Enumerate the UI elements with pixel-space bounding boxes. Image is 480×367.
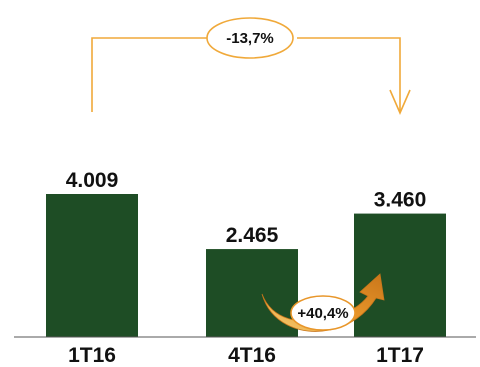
x-tick-1t16: 1T16 — [68, 344, 116, 367]
value-label-1t16: 4.009 — [66, 169, 119, 192]
bracket-change-label: -13,7% — [226, 30, 274, 47]
value-labels: 4.009 2.465 3.460 — [66, 169, 427, 247]
x-tick-4t16: 4T16 — [228, 344, 276, 367]
growth-badge — [290, 295, 356, 331]
bracket-badge — [206, 17, 294, 59]
arrow-down-icon — [389, 89, 411, 116]
x-tick-1t17: 1T17 — [376, 344, 424, 367]
value-label-4t16: 2.465 — [226, 224, 279, 247]
growth-change-label: +40,4% — [297, 305, 348, 322]
bar-1t16 — [46, 194, 138, 337]
change-bracket: -13,7% — [91, 17, 411, 116]
bracket-line — [91, 37, 401, 112]
bar-4t16 — [206, 249, 298, 337]
bars — [46, 194, 446, 337]
tick-labels: 1T16 4T16 1T17 — [68, 344, 424, 367]
value-label-1t17: 3.460 — [374, 189, 427, 212]
bar-1t17 — [354, 213, 446, 337]
growth-callout: +40,4% — [261, 273, 385, 332]
